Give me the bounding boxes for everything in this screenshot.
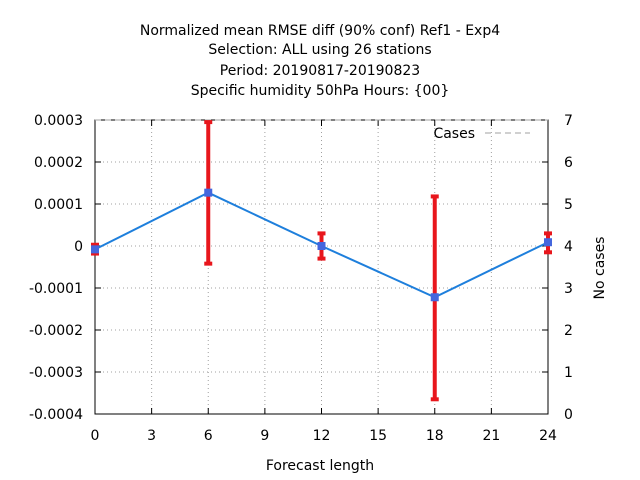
y-tick-label: -0.0002 bbox=[29, 323, 83, 339]
x-tick-label: 3 bbox=[147, 428, 156, 444]
y-tick-label: 0.0002 bbox=[34, 155, 83, 171]
grid bbox=[95, 120, 548, 414]
chart-title: Normalized mean RMSE diff (90% conf) Ref… bbox=[140, 23, 500, 99]
y-tick-label: -0.0004 bbox=[29, 407, 83, 423]
y-tick-label: 0.0003 bbox=[34, 113, 83, 129]
legend-label-cases: Cases bbox=[433, 126, 475, 142]
x-tick-label: 9 bbox=[260, 428, 269, 444]
data-point bbox=[91, 245, 99, 254]
y2-tick-label: 7 bbox=[564, 113, 573, 129]
title-line-2: Selection: ALL using 26 stations bbox=[208, 42, 431, 58]
y2-axis-label: No cases bbox=[592, 237, 608, 300]
y2-tick-label: 2 bbox=[564, 323, 573, 339]
y-tick-label: -0.0003 bbox=[29, 365, 83, 381]
x-tick-label: 6 bbox=[204, 428, 213, 444]
series-layer bbox=[91, 119, 552, 402]
y2-tick-label: 1 bbox=[564, 365, 573, 381]
y2-tick-label: 0 bbox=[564, 407, 573, 423]
x-tick-label: 0 bbox=[91, 428, 100, 444]
data-point bbox=[204, 188, 213, 197]
y-tick-label: 0.0001 bbox=[34, 197, 83, 213]
y2-tick-label: 5 bbox=[564, 197, 573, 213]
x-tick-label: 15 bbox=[369, 428, 387, 444]
y-tick-label: 0 bbox=[74, 239, 83, 255]
data-point bbox=[430, 293, 439, 302]
y2-tick-label: 4 bbox=[564, 239, 573, 255]
data-point bbox=[317, 242, 326, 250]
legend: Cases bbox=[433, 126, 530, 142]
y-tick-label: -0.0001 bbox=[29, 281, 83, 297]
x-tick-label: 12 bbox=[313, 428, 331, 444]
x-tick-label: 21 bbox=[482, 428, 500, 444]
title-line-4: Specific humidity 50hPa Hours: {00} bbox=[191, 83, 450, 99]
x-tick-label: 18 bbox=[426, 428, 444, 444]
title-line-1: Normalized mean RMSE diff (90% conf) Ref… bbox=[140, 23, 500, 39]
x-axis-label: Forecast length bbox=[266, 458, 374, 474]
title-line-3: Period: 20190817-20190823 bbox=[220, 63, 420, 79]
y2-tick-label: 3 bbox=[564, 281, 573, 297]
axis-ticks: 0 3 6 9 12 15 18 21 240.00030.00020.00010-0.0001… bbox=[29, 113, 573, 444]
y2-tick-label: 6 bbox=[564, 155, 573, 171]
x-tick-label: 24 bbox=[539, 428, 557, 444]
data-point bbox=[544, 238, 552, 247]
